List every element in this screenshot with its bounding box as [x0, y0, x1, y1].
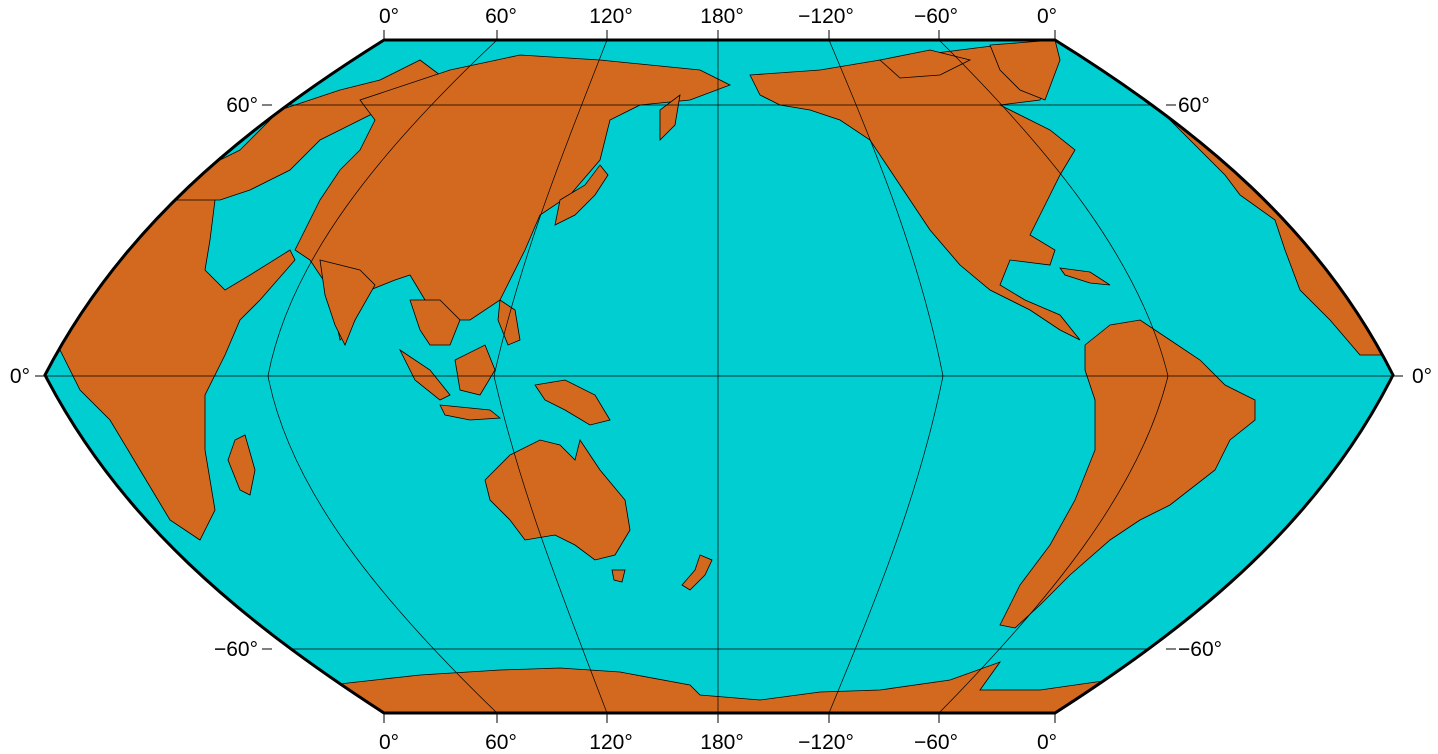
new-guinea	[534, 379, 611, 426]
indonesia-java	[439, 404, 502, 421]
top-label-minus60: −60°	[914, 5, 958, 28]
top-label-0: 0°	[379, 5, 399, 28]
bottom-label-120: 120°	[589, 731, 632, 754]
top-label-0-right: 0°	[1037, 5, 1057, 28]
bottom-label-0: 0°	[379, 731, 399, 754]
japan-islands	[554, 164, 609, 226]
southeast-asia	[409, 299, 461, 346]
top-label-minus120: −120°	[798, 5, 854, 28]
meridian-120w	[828, 40, 944, 713]
caribbean-islands	[1059, 267, 1111, 286]
madagascar-island	[227, 434, 256, 496]
kamchatka	[659, 94, 681, 141]
bottom-label-minus60: −60°	[914, 731, 958, 754]
south-america	[999, 319, 1256, 629]
meridian-60e	[267, 40, 498, 713]
india-subcontinent	[319, 259, 376, 346]
right-label-minus60: −60°	[1178, 638, 1222, 661]
right-label-60: 60°	[1178, 94, 1210, 117]
meridian-60w	[938, 40, 1169, 713]
new-zealand	[681, 554, 713, 591]
indonesia-sumatra	[398, 348, 451, 401]
left-label-minus60: −60°	[214, 638, 258, 661]
philippines	[497, 299, 521, 346]
top-label-180: 180°	[700, 5, 743, 28]
bottom-label-0-right: 0°	[1037, 731, 1057, 754]
right-label-0: 0°	[1412, 365, 1432, 388]
indonesia-borneo	[454, 344, 496, 396]
bottom-label-60: 60°	[485, 731, 517, 754]
top-label-60: 60°	[485, 5, 517, 28]
bottom-label-180: 180°	[700, 731, 743, 754]
greenland	[989, 40, 1061, 101]
top-label-120: 120°	[589, 5, 632, 28]
bottom-label-minus120: −120°	[798, 731, 854, 754]
left-label-0: 0°	[10, 365, 30, 388]
left-label-60: 60°	[226, 94, 258, 117]
meridian-120e	[493, 40, 608, 713]
australia	[484, 439, 631, 561]
tasmania	[611, 569, 626, 583]
canadian-arctic-islands	[879, 49, 972, 79]
